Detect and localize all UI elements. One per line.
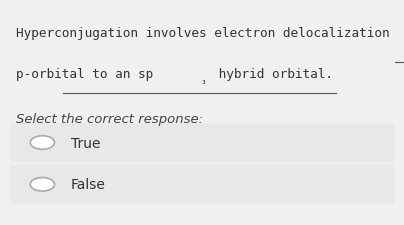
FancyBboxPatch shape bbox=[10, 124, 394, 162]
Text: Select the correct response:: Select the correct response: bbox=[16, 112, 203, 126]
Text: False: False bbox=[71, 178, 105, 191]
Text: hybrid orbital.: hybrid orbital. bbox=[211, 68, 333, 81]
Text: ₃: ₃ bbox=[200, 76, 206, 86]
Circle shape bbox=[30, 178, 55, 191]
Text: Hyperconjugation involves electron delocalization: Hyperconjugation involves electron deloc… bbox=[16, 27, 398, 40]
Text: True: True bbox=[71, 136, 100, 150]
FancyBboxPatch shape bbox=[10, 165, 394, 204]
Text: p-orbital to an sp: p-orbital to an sp bbox=[16, 68, 154, 81]
Circle shape bbox=[30, 136, 55, 150]
